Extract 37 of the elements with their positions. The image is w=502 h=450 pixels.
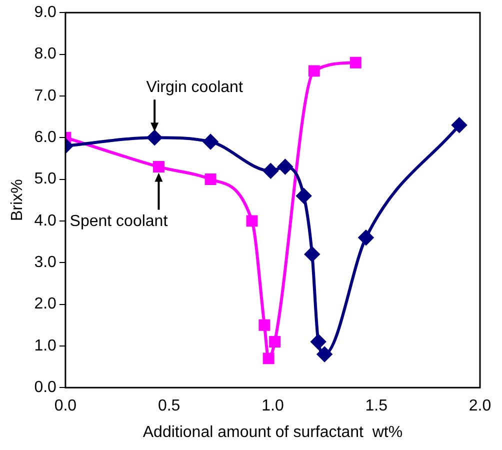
y-tick-label: 7.0	[34, 87, 57, 104]
point	[263, 163, 278, 178]
y-axis-title: Brix%	[9, 179, 26, 221]
annotation: Spent coolant	[70, 213, 168, 230]
y-tick-label: 6.0	[34, 129, 57, 146]
x-axis-title: Additional amount of surfactant wt%	[142, 424, 403, 441]
point	[262, 352, 274, 364]
point	[317, 346, 332, 362]
point	[258, 319, 270, 331]
point	[203, 134, 218, 150]
x-tick-label: 2.0	[468, 398, 492, 415]
point	[358, 230, 374, 246]
point	[308, 65, 320, 77]
point	[310, 334, 326, 350]
point	[350, 56, 362, 68]
y-tick-label: 1.0	[34, 337, 57, 354]
point	[278, 159, 293, 174]
x-tick-label: 1.5	[365, 398, 388, 415]
y-tick-label: 0.0	[34, 379, 57, 396]
y-tick-label: 8.0	[34, 46, 57, 63]
y-tick-label: 2.0	[34, 296, 57, 313]
point	[147, 130, 162, 146]
point	[246, 215, 258, 227]
y-tick-label: 5.0	[34, 170, 57, 188]
point	[296, 188, 312, 204]
annotation: Virgin coolant	[146, 79, 244, 96]
point	[304, 246, 320, 262]
point	[204, 174, 216, 186]
y-tick-label: 4.0	[34, 212, 57, 230]
y-tick-label: 3.0	[34, 254, 57, 272]
x-tick-label: 1.0	[262, 398, 284, 415]
point	[152, 161, 164, 173]
x-tick-label: 0.5	[158, 398, 180, 415]
y-tick-label: 9.0	[34, 4, 57, 22]
point	[269, 336, 281, 348]
point	[452, 118, 467, 133]
x-tick-label: 0.0	[54, 398, 77, 415]
